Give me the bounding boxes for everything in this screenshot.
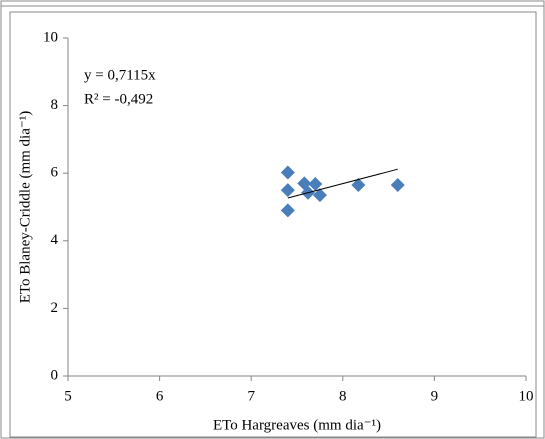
x-axis-title: ETo Hargreaves (mm dia⁻¹)	[213, 417, 381, 433]
x-tick-label: 9	[431, 388, 439, 404]
point	[351, 178, 366, 193]
y-tick-label: 4	[51, 232, 59, 248]
y-tick-label: 6	[51, 165, 59, 181]
x-tick-label: 8	[339, 388, 347, 404]
point	[312, 188, 327, 203]
point	[280, 203, 295, 218]
point	[280, 183, 295, 198]
trend-equation: y = 0,7115x	[84, 67, 156, 83]
trend-r2: R² = -0,492	[84, 91, 153, 107]
point	[280, 165, 295, 180]
x-tick-label: 5	[64, 388, 72, 404]
y-axis-title: ETo Blaney-Criddle (mm dia⁻¹)	[17, 111, 33, 304]
point	[308, 177, 323, 192]
y-tick-label: 10	[43, 29, 58, 45]
trendline	[287, 168, 398, 199]
y-tick-label: 0	[51, 367, 59, 383]
x-tick-label: 10	[519, 388, 534, 404]
x-tick-label: 6	[156, 388, 164, 404]
point	[390, 178, 405, 193]
x-tick-label: 7	[247, 388, 255, 404]
y-tick-label: 2	[51, 300, 59, 316]
plot-frame	[9, 11, 537, 438]
y-tick-label: 8	[51, 97, 59, 113]
